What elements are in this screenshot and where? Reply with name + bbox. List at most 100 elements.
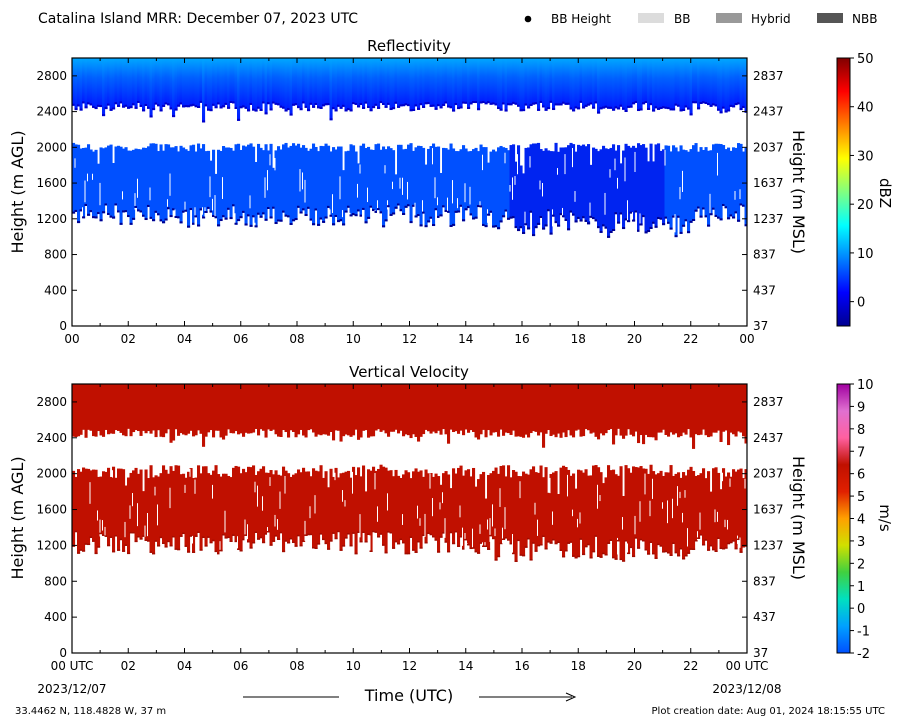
layer-edge [109, 215, 113, 218]
layer-edge [409, 221, 413, 224]
lower-layer-column [559, 467, 563, 551]
layer-edge [737, 102, 741, 105]
lower-layer-column [529, 144, 533, 213]
upper-layer-column [334, 384, 338, 431]
lower-layer-column [524, 147, 528, 226]
lower-layer-column [519, 476, 523, 556]
layer-edge [222, 534, 226, 536]
layer-edge [109, 536, 113, 538]
upper-layer-column [227, 58, 231, 109]
data-gap [734, 191, 736, 200]
upper-layer-column [289, 384, 293, 431]
layer-edge [379, 211, 383, 214]
lower-layer-column [489, 151, 493, 213]
lower-layer-column [467, 469, 471, 546]
upper-layer-column [667, 58, 671, 110]
data-gap [402, 177, 403, 195]
layer-edge [272, 101, 276, 104]
layer-edge [124, 104, 128, 107]
lower-layer-column [269, 143, 273, 219]
layer-edge [509, 216, 513, 219]
upper-layer-column [449, 58, 453, 109]
layer-edge [417, 540, 421, 543]
upper-layer-column [417, 58, 421, 110]
layer-edge [372, 209, 376, 212]
upper-layer-column [457, 384, 461, 434]
lower-layer-column [732, 147, 736, 219]
upper-layer-column [214, 384, 218, 431]
y-tick-label: 2800 [36, 69, 67, 83]
layer-edge [147, 204, 151, 207]
lower-layer-column [147, 478, 151, 542]
lower-layer-column [694, 475, 698, 542]
layer-edge [124, 210, 128, 213]
data-gap [677, 486, 678, 506]
layer-edge [189, 208, 193, 211]
lower-layer-column [722, 145, 726, 206]
upper-layer-column [279, 384, 283, 437]
layer-edge [157, 213, 161, 216]
layer-edge [689, 113, 693, 116]
layer-edge [524, 546, 528, 548]
upper-layer-column [497, 384, 501, 437]
layer-edge [487, 548, 491, 550]
upper-layer-column [542, 58, 546, 108]
layer-edge [719, 218, 723, 221]
upper-layer-column [437, 384, 441, 431]
layer-edge [177, 216, 181, 219]
upper-layer-column [447, 58, 451, 108]
layer-edge [684, 219, 688, 222]
upper-layer-column [99, 384, 103, 436]
data-gap [247, 524, 248, 540]
layer-edge [502, 538, 506, 541]
upper-layer-column [374, 384, 378, 431]
layer-edge [92, 216, 96, 219]
lower-layer-column [362, 143, 366, 210]
upper-layer-column [347, 58, 351, 111]
upper-layer-column [602, 384, 606, 436]
layer-edge [202, 536, 206, 538]
layer-edge [554, 103, 558, 106]
lower-layer-column [514, 161, 518, 229]
lower-layer-column [159, 473, 163, 539]
data-gap [679, 187, 681, 200]
lower-layer-column [612, 469, 616, 559]
data-gap [127, 216, 128, 234]
lower-layer-column [439, 484, 443, 538]
layer-edge [659, 106, 663, 109]
lower-layer-column [442, 473, 446, 534]
layer-edge [639, 538, 643, 541]
layer-edge [734, 547, 738, 550]
layer-edge [517, 539, 521, 542]
lower-layer-column [539, 149, 543, 218]
upper-layer-column [227, 384, 231, 430]
upper-layer-column [204, 384, 208, 437]
upper-layer-column [139, 58, 143, 107]
upper-layer-column [442, 58, 446, 106]
lower-layer-column [84, 468, 88, 545]
layer-edge [637, 547, 641, 549]
lower-layer-column [559, 147, 563, 216]
layer-edge [442, 205, 446, 208]
lower-layer-column [522, 471, 526, 557]
layer-edge [542, 105, 546, 108]
upper-layer-column [592, 384, 596, 433]
upper-layer-column [364, 384, 368, 431]
upper-layer-column [559, 384, 563, 438]
upper-layer-column [737, 384, 741, 432]
layer-edge [329, 540, 333, 542]
lower-layer-column [299, 147, 303, 214]
data-gap [219, 541, 221, 565]
upper-layer-column [619, 58, 623, 107]
upper-layer-column [259, 384, 263, 430]
layer-edge [457, 210, 461, 213]
lower-layer-column [509, 145, 513, 219]
layer-edge [692, 548, 696, 550]
lower-layer-column [124, 147, 128, 213]
data-gap [377, 506, 378, 522]
layer-edge [167, 540, 171, 543]
lower-layer-column [532, 143, 536, 237]
lower-layer-column [324, 471, 328, 545]
layer-edge [307, 533, 311, 536]
upper-layer-column [637, 384, 641, 444]
